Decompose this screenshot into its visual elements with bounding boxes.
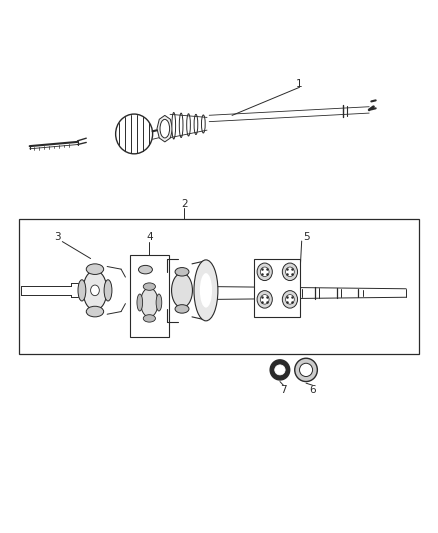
Ellipse shape (160, 119, 170, 138)
Ellipse shape (143, 314, 155, 322)
Ellipse shape (300, 364, 313, 376)
Ellipse shape (260, 295, 269, 304)
Polygon shape (157, 115, 173, 142)
Ellipse shape (175, 305, 189, 313)
Ellipse shape (78, 280, 86, 301)
Ellipse shape (201, 115, 205, 133)
Ellipse shape (116, 114, 152, 154)
Ellipse shape (194, 260, 218, 321)
Ellipse shape (286, 295, 294, 304)
Bar (254, 259, 300, 317)
Ellipse shape (175, 268, 189, 276)
Ellipse shape (200, 273, 212, 308)
Ellipse shape (187, 114, 191, 136)
Ellipse shape (143, 283, 155, 290)
Ellipse shape (86, 306, 104, 317)
Ellipse shape (83, 270, 107, 310)
Ellipse shape (275, 365, 285, 375)
Text: 3: 3 (55, 232, 61, 243)
Ellipse shape (137, 294, 143, 311)
Text: 5: 5 (303, 232, 309, 243)
Bar (19, 219, 419, 354)
Text: 2: 2 (181, 199, 187, 209)
Ellipse shape (138, 265, 152, 274)
Ellipse shape (141, 288, 158, 317)
Ellipse shape (283, 263, 297, 280)
Ellipse shape (104, 280, 112, 301)
Ellipse shape (86, 264, 104, 274)
Ellipse shape (156, 294, 162, 311)
Ellipse shape (172, 112, 176, 139)
Text: 6: 6 (309, 384, 316, 394)
Ellipse shape (295, 358, 318, 382)
Ellipse shape (194, 115, 198, 134)
Ellipse shape (286, 267, 294, 277)
Text: 7: 7 (280, 384, 287, 394)
Ellipse shape (172, 273, 192, 308)
Ellipse shape (179, 113, 183, 138)
Text: 1: 1 (296, 78, 303, 88)
Ellipse shape (260, 267, 269, 277)
Ellipse shape (257, 290, 272, 308)
Ellipse shape (91, 285, 99, 296)
Ellipse shape (257, 263, 272, 280)
Text: 4: 4 (146, 232, 153, 243)
Ellipse shape (283, 290, 297, 308)
Ellipse shape (270, 360, 290, 380)
Bar (130, 255, 169, 337)
